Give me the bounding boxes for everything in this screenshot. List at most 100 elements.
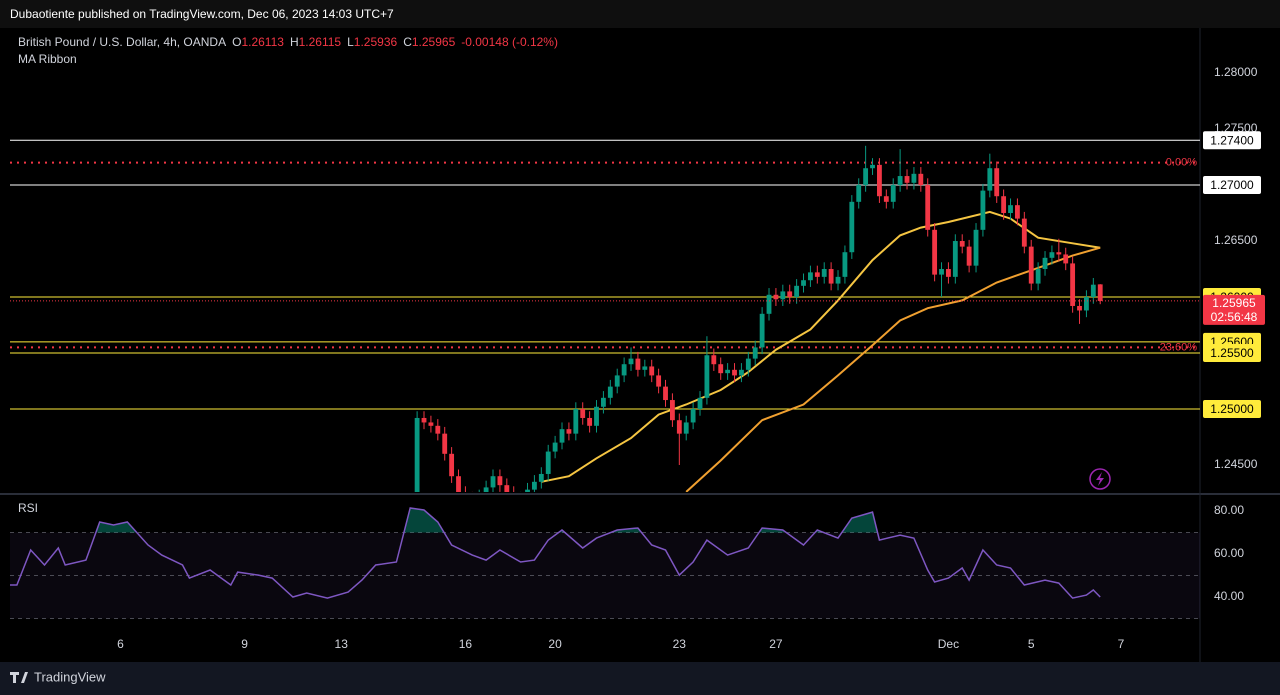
candle-body bbox=[1049, 252, 1055, 258]
moving-average bbox=[541, 210, 1101, 483]
candle-body bbox=[1021, 218, 1027, 247]
candle-body bbox=[732, 369, 737, 376]
candle-body bbox=[1063, 254, 1069, 264]
candle-body bbox=[559, 429, 565, 443]
x-tick-label: 6 bbox=[117, 637, 124, 651]
y-tick-label: 1.26500 bbox=[1214, 233, 1258, 247]
candle-body bbox=[435, 425, 441, 434]
candle-body bbox=[525, 489, 530, 492]
footer-bar bbox=[0, 662, 1280, 695]
candle-body bbox=[635, 358, 641, 370]
candle-body bbox=[414, 417, 420, 492]
candle-body bbox=[649, 366, 655, 376]
indicator-label: MA Ribbon bbox=[18, 52, 77, 66]
x-tick-label: 7 bbox=[1118, 637, 1125, 651]
candle-body bbox=[421, 417, 427, 423]
symbol-legend: British Pound / U.S. Dollar, 4h, OANDA O1… bbox=[18, 35, 558, 49]
candle-body bbox=[428, 422, 434, 426]
x-tick-label: 27 bbox=[769, 637, 783, 651]
candle-body bbox=[697, 397, 703, 410]
candle-body bbox=[987, 168, 993, 191]
candle-body bbox=[718, 364, 724, 374]
rsi-tick-label: 40.00 bbox=[1214, 589, 1244, 603]
y-tick-label: 1.28000 bbox=[1214, 65, 1258, 79]
candle-body bbox=[973, 229, 979, 266]
candle-body bbox=[828, 269, 834, 284]
rsi-tick-label: 80.00 bbox=[1214, 503, 1244, 517]
candle-body bbox=[863, 168, 869, 186]
candle-body bbox=[808, 272, 813, 281]
candle-body bbox=[849, 201, 855, 253]
candle-body bbox=[1035, 269, 1041, 284]
level-price-box bbox=[1203, 400, 1261, 419]
candle-body bbox=[883, 196, 889, 202]
candle-body bbox=[594, 406, 599, 426]
x-tick-label: 23 bbox=[673, 637, 687, 651]
candle-body bbox=[980, 190, 986, 230]
candle-body bbox=[670, 400, 675, 421]
candle-body bbox=[780, 291, 786, 300]
candle-body bbox=[628, 358, 634, 365]
main-pane: 0.00% 23.60% bbox=[10, 139, 1200, 492]
lightning-icon[interactable] bbox=[1089, 468, 1111, 490]
candle-body bbox=[587, 417, 593, 426]
candle-body bbox=[966, 246, 972, 266]
publish-info: Dubaotiente published on TradingView.com… bbox=[10, 7, 394, 21]
candle-body bbox=[656, 375, 662, 387]
candle-body bbox=[614, 375, 620, 387]
candle-body bbox=[531, 481, 537, 490]
fib-label: 0.00% bbox=[1166, 157, 1197, 169]
fib-label: 23.60% bbox=[1160, 341, 1198, 353]
candle-body bbox=[1070, 263, 1076, 306]
candle-body bbox=[752, 347, 758, 359]
candle-body bbox=[607, 386, 613, 398]
candle-body bbox=[918, 173, 924, 186]
candle-body bbox=[504, 485, 510, 492]
candle-body bbox=[690, 409, 696, 423]
candle-body bbox=[725, 369, 731, 374]
rsi-tick-label: 60.00 bbox=[1214, 546, 1244, 560]
candle-body bbox=[925, 185, 931, 230]
rsi-line bbox=[10, 507, 1101, 599]
candle-body bbox=[856, 185, 862, 202]
candle-body bbox=[842, 252, 848, 277]
candle-body bbox=[683, 422, 689, 434]
candle-body bbox=[573, 409, 579, 434]
open-value: 1.26113 bbox=[241, 35, 284, 49]
close-label: C bbox=[403, 35, 412, 49]
candle-body bbox=[787, 291, 793, 298]
candle-body bbox=[497, 476, 503, 486]
x-tick-label: 20 bbox=[548, 637, 562, 651]
candle-body bbox=[1001, 196, 1007, 214]
candle-body bbox=[897, 176, 903, 186]
candle-body bbox=[704, 355, 710, 398]
level-price-label: 1.25000 bbox=[1210, 402, 1254, 416]
candle-body bbox=[952, 241, 958, 277]
countdown-label: 02:56:48 bbox=[1211, 310, 1258, 324]
candle-body bbox=[814, 272, 820, 277]
level-price-box bbox=[1203, 131, 1261, 150]
candle-body bbox=[711, 355, 717, 365]
symbol-title: British Pound / U.S. Dollar, 4h, OANDA bbox=[18, 35, 226, 49]
candle-body bbox=[538, 473, 544, 482]
candle-body bbox=[1015, 205, 1020, 219]
candle-body bbox=[449, 453, 455, 477]
rsi-label: RSI bbox=[18, 501, 38, 515]
candle-body bbox=[835, 276, 841, 284]
candle-body bbox=[821, 269, 827, 277]
candle-body bbox=[739, 369, 744, 376]
candle-body bbox=[794, 285, 800, 298]
candle-body bbox=[994, 168, 1000, 197]
candle-body bbox=[1056, 252, 1062, 255]
x-tick-label: Dec bbox=[938, 637, 959, 651]
x-tick-label: 16 bbox=[459, 637, 473, 651]
close-value: 1.25965 bbox=[412, 35, 456, 49]
candle-body bbox=[1008, 205, 1013, 214]
candle-body bbox=[552, 442, 558, 452]
level-price-box bbox=[1203, 344, 1261, 363]
candle-body bbox=[456, 476, 461, 492]
candle-body bbox=[745, 358, 751, 370]
level-price-label: 1.27000 bbox=[1210, 178, 1254, 192]
